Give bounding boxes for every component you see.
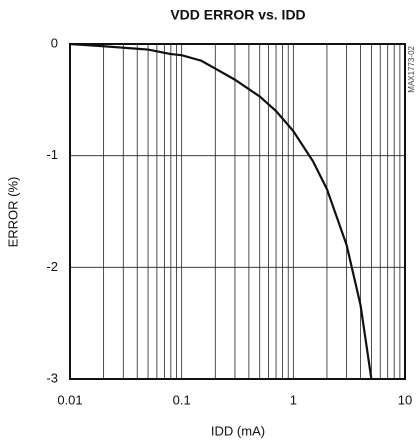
y-tick-label: -1 <box>46 147 58 162</box>
x-tick-label: 10 <box>398 392 412 407</box>
y-tick-label: -3 <box>46 370 58 385</box>
x-axis-label: IDD (mA) <box>211 423 265 438</box>
y-axis-label: ERROR (%) <box>5 177 20 248</box>
y-tick-label: -2 <box>46 259 58 274</box>
chart-title: VDD ERROR vs. IDD <box>170 7 305 23</box>
data-line <box>69 42 373 380</box>
x-tick-label: 1 <box>290 392 297 407</box>
plot-frame <box>69 43 406 380</box>
x-tick-label: 0.1 <box>173 392 191 407</box>
annotation: MAX1773-02 <box>407 45 416 92</box>
y-tick-label: 0 <box>51 35 58 50</box>
x-tick-label: 0.01 <box>57 392 82 407</box>
